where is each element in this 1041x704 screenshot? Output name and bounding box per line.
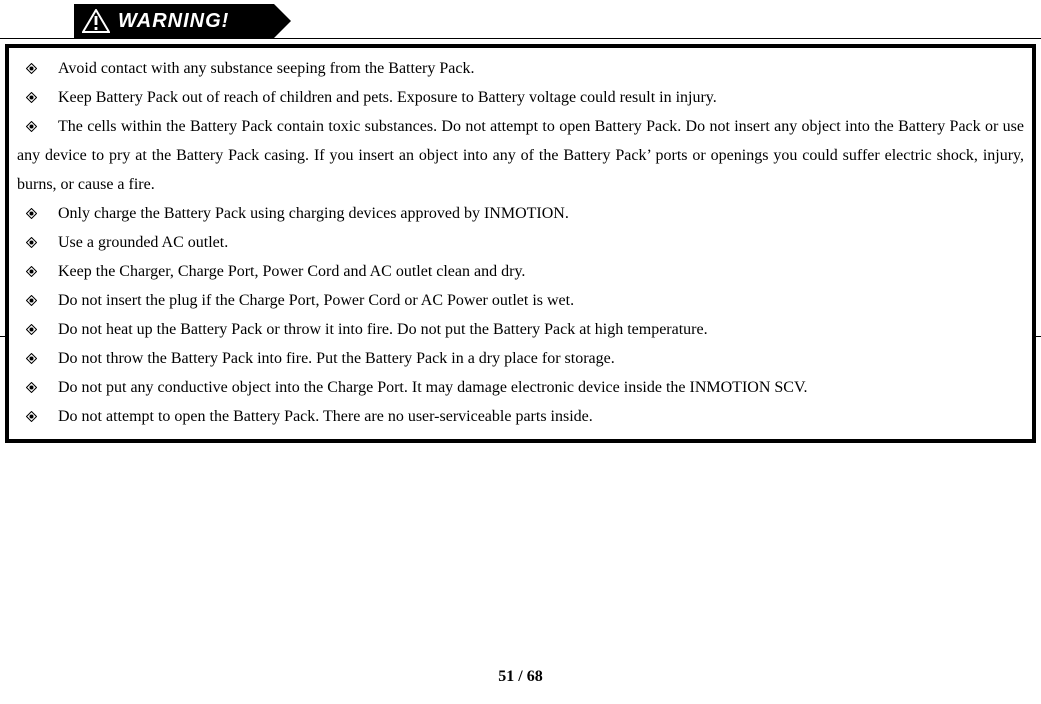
warning-triangle-icon (82, 9, 110, 33)
list-item: Avoid contact with any substance seeping… (24, 54, 1024, 83)
list-item: Do not put any conductive object into th… (24, 373, 1024, 402)
bullet-icon (24, 315, 38, 344)
list-item: Do not throw the Battery Pack into fire.… (24, 344, 1024, 373)
list-item: Use a grounded AC outlet. (24, 228, 1024, 257)
bullet-icon (24, 373, 38, 402)
bullet-icon (24, 257, 38, 286)
bullet-icon (24, 112, 38, 141)
bullet-icon (24, 344, 38, 373)
warning-label: WARNING! (118, 10, 229, 33)
bullet-icon (24, 402, 38, 431)
bullet-icon (24, 54, 38, 83)
warning-box: Avoid contact with any substance seeping… (5, 44, 1036, 443)
bullet-icon (24, 199, 38, 228)
banner-content: WARNING! (74, 4, 274, 38)
warning-banner: WARNING! (74, 4, 274, 38)
page-separator: / (514, 668, 526, 685)
list-item: Do not heat up the Battery Pack or throw… (24, 315, 1024, 344)
page-number: 51 / 68 (0, 668, 1041, 686)
bullet-icon (24, 286, 38, 315)
list-item: Do not insert the plug if the Charge Por… (24, 286, 1024, 315)
list-item: Only charge the Battery Pack using charg… (24, 199, 1024, 228)
list-item: Keep the Charger, Charge Port, Power Cor… (24, 257, 1024, 286)
page-root: WARNING! Avoid contact with any substanc… (0, 0, 1041, 704)
list-item: Keep Battery Pack out of reach of childr… (24, 83, 1024, 112)
list-item: The cells within the Battery Pack contai… (17, 112, 1024, 199)
page-current: 51 (498, 668, 514, 685)
bullet-icon (24, 83, 38, 112)
top-horizontal-rule (0, 38, 1041, 39)
bullet-icon (24, 228, 38, 257)
page-total: 68 (527, 668, 543, 685)
list-item: Do not attempt to open the Battery Pack.… (24, 402, 1024, 431)
